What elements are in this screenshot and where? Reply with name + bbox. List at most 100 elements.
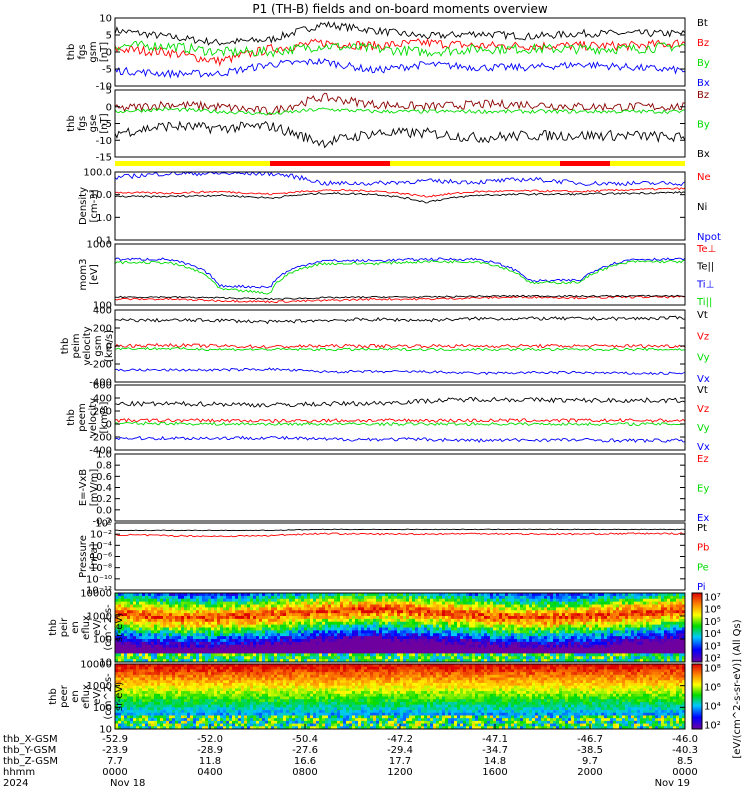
xaxis-value: -47.2	[387, 734, 413, 745]
legend-pressure-0: Pt	[697, 523, 707, 534]
colorbar-label: [eV/(cm^2-s-sr-eV)] (All Qs)	[732, 619, 743, 758]
ytick-label: 10000	[80, 660, 112, 671]
ytick-label: -200	[89, 360, 112, 371]
colorbar-tick: 10⁶	[704, 605, 721, 616]
panel-moments: Te⊥ Te|| Ti⊥ Ti|| 1000 100 mom3 [eV]	[78, 240, 716, 312]
spectrogram-peir-eflux	[115, 593, 686, 663]
ylabel-line: peir	[59, 617, 70, 637]
xaxis-value: Nov 18	[110, 778, 145, 789]
panel-e-field: Ez Ey Ex 1.00.80.60.40.20.0-0.2E=-VxB [mV/m]	[78, 450, 709, 528]
xaxis-value: -46.7	[577, 734, 603, 745]
colorbar-tick: 10⁷	[704, 593, 721, 604]
series-moments-2	[114, 257, 686, 289]
region-segment	[115, 161, 270, 166]
ytick-label: 1.0	[96, 213, 112, 224]
ylabel-line: eV/	[92, 619, 103, 636]
ylabel-line: sr-eV)	[114, 613, 125, 642]
legend-peim-velocity-1: Vz	[697, 331, 709, 342]
xaxis-value: -34.7	[482, 745, 508, 756]
ytick-label: -0.2	[92, 517, 112, 528]
ytick-label: 100.0	[83, 168, 112, 179]
ylabel-line: thb	[48, 688, 59, 705]
ytick-label: 1000	[87, 681, 112, 692]
ytick-label: 0	[106, 420, 112, 431]
ytick-label: 0.4	[96, 483, 112, 494]
colorbar-tick: 10⁵	[704, 617, 721, 628]
xaxis-row-label: thb_X-GSM	[3, 734, 58, 745]
legend-peem-velocity-1: Vz	[697, 404, 709, 415]
colorbar-top	[691, 592, 703, 663]
ytick-label: 0.8	[96, 461, 112, 472]
xaxis-value: -52.9	[102, 734, 128, 745]
series-moments-3	[114, 259, 686, 295]
ylabel-line: gsm	[93, 335, 104, 356]
colorbar-tick: 10⁴	[704, 702, 721, 713]
xaxis-value: 0800	[292, 767, 317, 778]
legend-peim-velocity-2: Vy	[697, 353, 710, 364]
ylabel-line: fgs	[77, 44, 88, 59]
ylabel-line: velocity	[88, 398, 99, 437]
ylabel-line: [km/s]	[104, 330, 115, 362]
ytick-label: 10⁻¹²	[86, 586, 112, 597]
ylabel-line: [nT]	[99, 113, 110, 133]
legend-pressure-2: Pe	[697, 562, 709, 573]
ytick-label: 10000	[80, 589, 112, 600]
ytick-label: -10	[96, 136, 112, 147]
ytick-label: 10⁻⁴	[90, 541, 112, 552]
ylabel-line: (cm^2-s-	[103, 604, 114, 651]
xaxis-value: 7.7	[107, 756, 123, 767]
ytick-label: 5	[106, 31, 112, 42]
ylabel-line: mom3	[78, 259, 89, 291]
region-segment	[270, 161, 390, 166]
legend-fgs-gsm-2: By	[697, 58, 710, 69]
ytick-label: 1.0	[96, 450, 112, 461]
series-fgs-gsm-0	[114, 20, 686, 46]
series-fgs-gse-0	[114, 92, 686, 116]
ytick-label: 1000	[87, 240, 112, 251]
ytick-label: 0.2	[96, 494, 112, 505]
region-segment	[560, 161, 610, 166]
ytick-label: 100	[93, 635, 112, 646]
ytick-label: 400	[93, 306, 112, 317]
ytick-label: 10	[99, 14, 112, 25]
xaxis-value: 17.7	[389, 756, 411, 767]
colorbar-bottom	[691, 663, 703, 730]
panel-peer-eflux: 10000 1000 100 10 thb peer en eflux eV/(cm^2-s-s…	[48, 660, 686, 736]
ylabel-line: en	[70, 621, 81, 634]
series-peem-velocity-0	[114, 396, 686, 408]
plot-title: P1 (TH-B) fields and on-board moments ov…	[252, 2, 548, 16]
ylabel-line: [km/s]	[99, 401, 110, 433]
ytick-label: 0	[106, 342, 112, 353]
series-moments-0	[114, 295, 686, 304]
panel-fgs-gse: Bz By Bx 5 0 -5 -10 -15 thb fgs gse [nT]	[66, 86, 710, 164]
ylabel-line: gsm	[88, 41, 99, 62]
ylabel-line: sr-eV)	[114, 682, 125, 711]
panel-frame	[114, 89, 686, 158]
xaxis-value: -23.9	[102, 745, 128, 756]
xaxis-row-label: thb_Z-GSM	[3, 756, 58, 767]
series-density-1	[114, 191, 686, 204]
ylabel-line: thb	[60, 338, 71, 355]
panel-frame	[114, 384, 686, 451]
series-density-2	[114, 171, 686, 187]
colorbar-tick: 10²	[704, 654, 721, 665]
legend-fgs-gse-1: By	[697, 120, 710, 131]
legend-peim-velocity-3: Vx	[697, 374, 710, 385]
xaxis-value: 9.7	[582, 756, 598, 767]
ytick-label: 100	[93, 703, 112, 714]
panel-frame	[114, 453, 686, 522]
xaxis-value: -27.6	[292, 745, 318, 756]
ytick-label: 10	[99, 725, 112, 736]
ylabel-line: en	[70, 690, 81, 703]
ylabel-line: [nPa]	[89, 543, 100, 569]
ylabel-line: (cm^2-s-	[103, 673, 114, 720]
region-segment	[610, 161, 685, 166]
ytick-label: 10⁻¹⁰	[86, 574, 112, 585]
xaxis-value: -52.0	[197, 734, 223, 745]
ytick-label: 0	[106, 48, 112, 59]
ytick-label: -5	[102, 119, 112, 130]
legend-fgs-gse-0: Bz	[697, 90, 709, 101]
ytick-label: 1000	[87, 612, 112, 623]
